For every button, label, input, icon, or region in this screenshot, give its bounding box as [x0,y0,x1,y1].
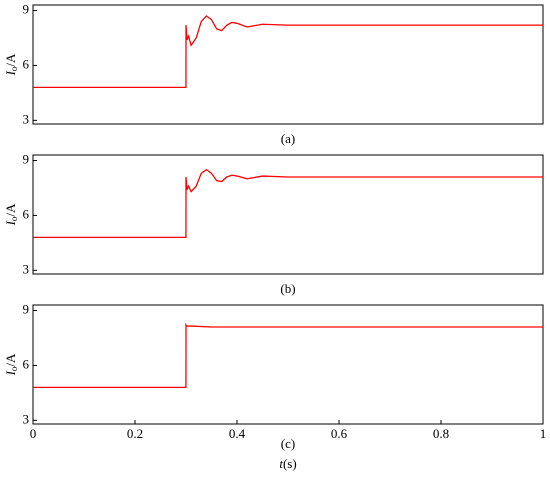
panel-caption: (a) [281,131,295,146]
y-label-subscript: o [9,66,19,71]
data-line [33,15,543,89]
y-tick-label: 9 [23,151,30,166]
y-tick-label: 9 [23,1,30,16]
panel-caption: (b) [280,281,295,296]
x-tick-label: 1 [540,426,547,441]
plot-frame [32,304,544,425]
y-tick-label: 6 [23,56,30,71]
data-line [33,322,543,389]
y-axis-label: Io/A [3,353,19,376]
y-label-unit: /A [3,53,18,67]
x-tick-label: 0.8 [433,426,449,441]
y-label-unit: /A [3,353,18,367]
y-label-subscript: o [9,216,19,221]
x-axis-label: t(s) [279,456,296,471]
y-tick-label: 3 [23,111,30,126]
y-tick-label: 3 [23,411,30,426]
x-label-symbol: t [279,456,283,471]
plot-frame [32,4,544,125]
x-tick-label: 0.2 [127,426,143,441]
y-axis-label: Io/A [3,203,19,226]
plot-frame [32,154,544,275]
y-label-symbol: I [3,70,18,76]
y-axis-label: Io/A [3,53,19,76]
x-label-unit: (s) [283,456,297,471]
y-tick-label: 6 [23,206,30,221]
x-tick-label: 0.6 [331,426,348,441]
y-label-symbol: I [3,220,18,226]
panel-caption: (c) [281,436,295,451]
y-tick-label: 6 [23,356,30,371]
y-label-unit: /A [3,203,18,217]
x-tick-label: 0 [30,426,37,441]
x-tick-label: 0.4 [229,426,246,441]
data-line [33,168,543,239]
y-tick-label: 3 [23,261,30,276]
y-label-symbol: I [3,370,18,376]
y-label-subscript: o [9,366,19,371]
y-tick-label: 9 [23,301,30,316]
